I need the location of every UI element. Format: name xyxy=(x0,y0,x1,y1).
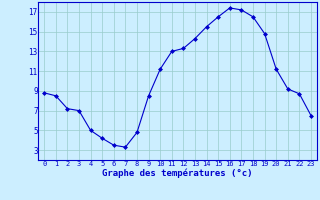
X-axis label: Graphe des températures (°c): Graphe des températures (°c) xyxy=(102,168,253,178)
